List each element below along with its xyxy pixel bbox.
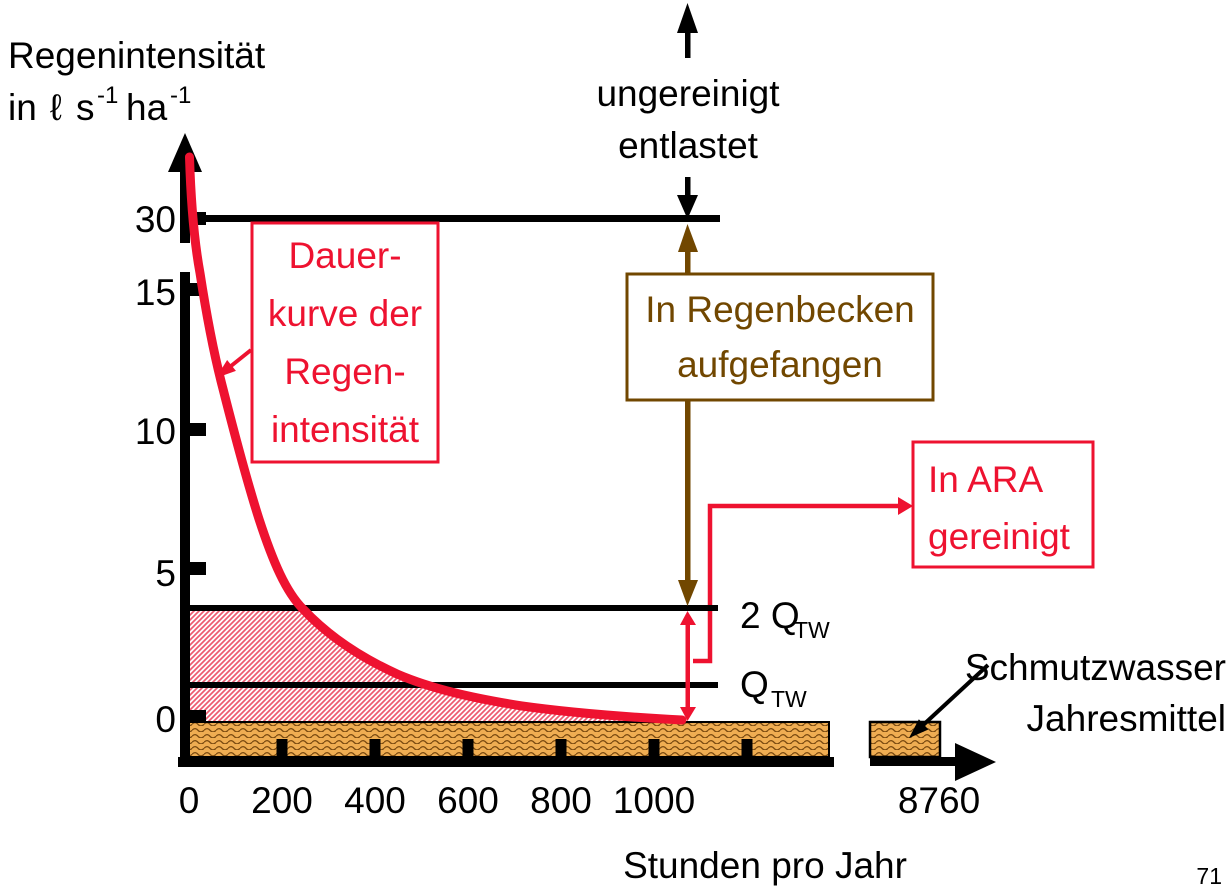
ara-connector-arrowhead: [898, 497, 913, 515]
svg-text:Dauer-: Dauer-: [288, 235, 401, 276]
svg-text:ha: ha: [126, 87, 168, 128]
ara-range-double-arrow: [680, 611, 696, 721]
y-axis-arrowhead: [168, 133, 202, 172]
svg-text:8760: 8760: [898, 780, 980, 821]
svg-text:2 Q: 2 Q: [740, 595, 800, 636]
ungereinigt-arrow-down: [677, 177, 698, 219]
svg-text:400: 400: [344, 780, 406, 821]
svg-text:intensität: intensität: [271, 409, 420, 450]
svg-text:ℓ: ℓ: [50, 87, 62, 128]
svg-text:In ARA: In ARA: [928, 459, 1043, 500]
svg-text:aufgefangen: aufgefangen: [677, 344, 883, 385]
x-axis-title: Stunden pro Jahr: [623, 845, 907, 886]
regenbecken-box-text: In Regenbecken aufgefangen: [645, 289, 914, 385]
regenbecken-arrow-lower: [678, 398, 698, 606]
schmutzwasser-arrow: [909, 663, 990, 738]
svg-text:200: 200: [251, 780, 313, 821]
svg-text:800: 800: [530, 780, 592, 821]
line-30: [185, 215, 720, 222]
y-axis-line-upper: [180, 160, 190, 243]
x-axis-ticks: [276, 739, 753, 758]
ara-connector-arrow: [693, 503, 900, 664]
qtw-label: Q TW: [740, 664, 807, 712]
svg-text:TW: TW: [771, 686, 807, 712]
dauerkurve-box-text: Dauer- kurve der Regen- intensität: [268, 235, 422, 450]
schmutzwasser-label-line1: Schmutzwasser: [965, 647, 1226, 688]
x-axis-arrowhead: [955, 743, 996, 781]
page-number: 71: [1196, 863, 1222, 889]
svg-text:30: 30: [135, 199, 176, 240]
svg-text:in: in: [8, 87, 37, 128]
svg-text:15: 15: [135, 272, 176, 313]
line-qtw: [185, 682, 718, 688]
svg-text:5: 5: [155, 553, 176, 594]
ungereinigt-label-line2: entlastet: [618, 125, 759, 166]
ara-box-text: In ARA gereinigt: [928, 459, 1071, 557]
svg-text:1000: 1000: [613, 780, 695, 821]
x-tick-labels: 0 200 400 600 800 1000 8760: [179, 780, 980, 821]
svg-text:Regen-: Regen-: [284, 351, 405, 392]
svg-text:Q: Q: [740, 664, 769, 705]
y-axis-line-lower: [180, 272, 190, 767]
ara-box: [911, 440, 1095, 569]
svg-text:600: 600: [437, 780, 499, 821]
y-axis-title: Regenintensität: [8, 35, 266, 76]
q2tw-label: 2 Q TW: [740, 595, 830, 643]
line-2qtw: [185, 605, 718, 611]
svg-text:gereinigt: gereinigt: [928, 516, 1071, 557]
svg-text:kurve der: kurve der: [268, 293, 422, 334]
svg-text:-1: -1: [170, 82, 191, 109]
svg-text:s: s: [76, 87, 95, 128]
schmutzwasser-label-line2: Jahresmittel: [1027, 698, 1226, 739]
svg-text:TW: TW: [794, 617, 830, 643]
y-tick-labels: 30 15 10 5 0: [135, 199, 176, 740]
svg-text:10: 10: [135, 411, 176, 452]
ara-hatched-area: [188, 609, 680, 722]
x-axis-line: [178, 757, 834, 767]
ungereinigt-arrow-up: [677, 3, 698, 58]
regenbecken-arrow-upper: [678, 224, 698, 277]
x-axis-line-right: [870, 757, 958, 766]
svg-text:In Regenbecken: In Regenbecken: [645, 289, 914, 330]
svg-text:0: 0: [155, 699, 176, 740]
ungereinigt-label-line1: ungereinigt: [596, 73, 780, 114]
svg-text:-1: -1: [97, 82, 118, 109]
svg-text:0: 0: [179, 780, 200, 821]
y-axis-unit: in ℓ s -1 ha -1: [8, 82, 191, 128]
dauerkurve-box: [250, 221, 440, 464]
regenbecken-box: [625, 272, 935, 402]
dauerkurve-arrow: [216, 348, 253, 378]
duration-curve: [185, 152, 687, 725]
schmutzwasser-band-8760: [868, 720, 942, 759]
